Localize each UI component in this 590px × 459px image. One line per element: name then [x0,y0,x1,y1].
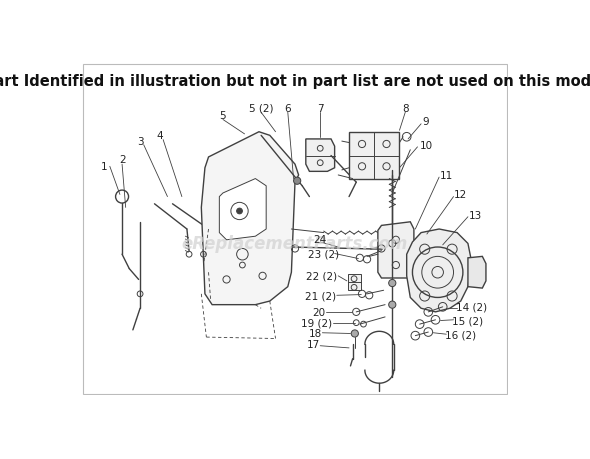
Polygon shape [468,257,486,288]
Text: 24: 24 [314,235,327,245]
Text: 1: 1 [101,162,107,172]
Text: 17: 17 [306,340,320,349]
Text: 12: 12 [454,190,467,200]
Polygon shape [378,222,414,279]
Text: 23 (2): 23 (2) [308,249,339,259]
Text: 9: 9 [422,117,429,127]
Text: 4: 4 [156,131,163,141]
Text: 19 (2): 19 (2) [301,318,332,328]
Text: 11: 11 [440,171,453,180]
Text: Part Identified in illustration but not in part list are not used on this model: Part Identified in illustration but not … [0,74,590,89]
Text: 5 (2): 5 (2) [249,104,273,114]
Text: 13: 13 [468,210,482,220]
Polygon shape [306,140,335,172]
Bar [348,275,360,291]
Text: 18: 18 [309,328,322,338]
Bar [349,133,399,179]
Text: 2: 2 [119,155,126,165]
Text: 8: 8 [402,104,408,114]
Text: 16 (2): 16 (2) [445,330,476,340]
Circle shape [237,209,242,214]
Circle shape [389,302,396,308]
Text: 6: 6 [284,104,291,114]
Circle shape [294,178,301,185]
Circle shape [389,280,396,287]
Text: 15 (2): 15 (2) [453,316,483,326]
Text: 22 (2): 22 (2) [306,271,337,281]
Polygon shape [407,230,471,312]
Text: 5: 5 [219,111,226,121]
Text: 7: 7 [317,104,323,114]
Text: 3: 3 [137,137,143,147]
Text: eReplacementParts.com: eReplacementParts.com [182,235,408,253]
Text: 14 (2): 14 (2) [456,302,487,312]
Circle shape [351,330,358,337]
Polygon shape [201,133,299,305]
Text: 10: 10 [420,140,434,151]
Polygon shape [219,179,266,240]
Text: 21 (2): 21 (2) [304,291,336,301]
Text: 20: 20 [312,307,325,317]
